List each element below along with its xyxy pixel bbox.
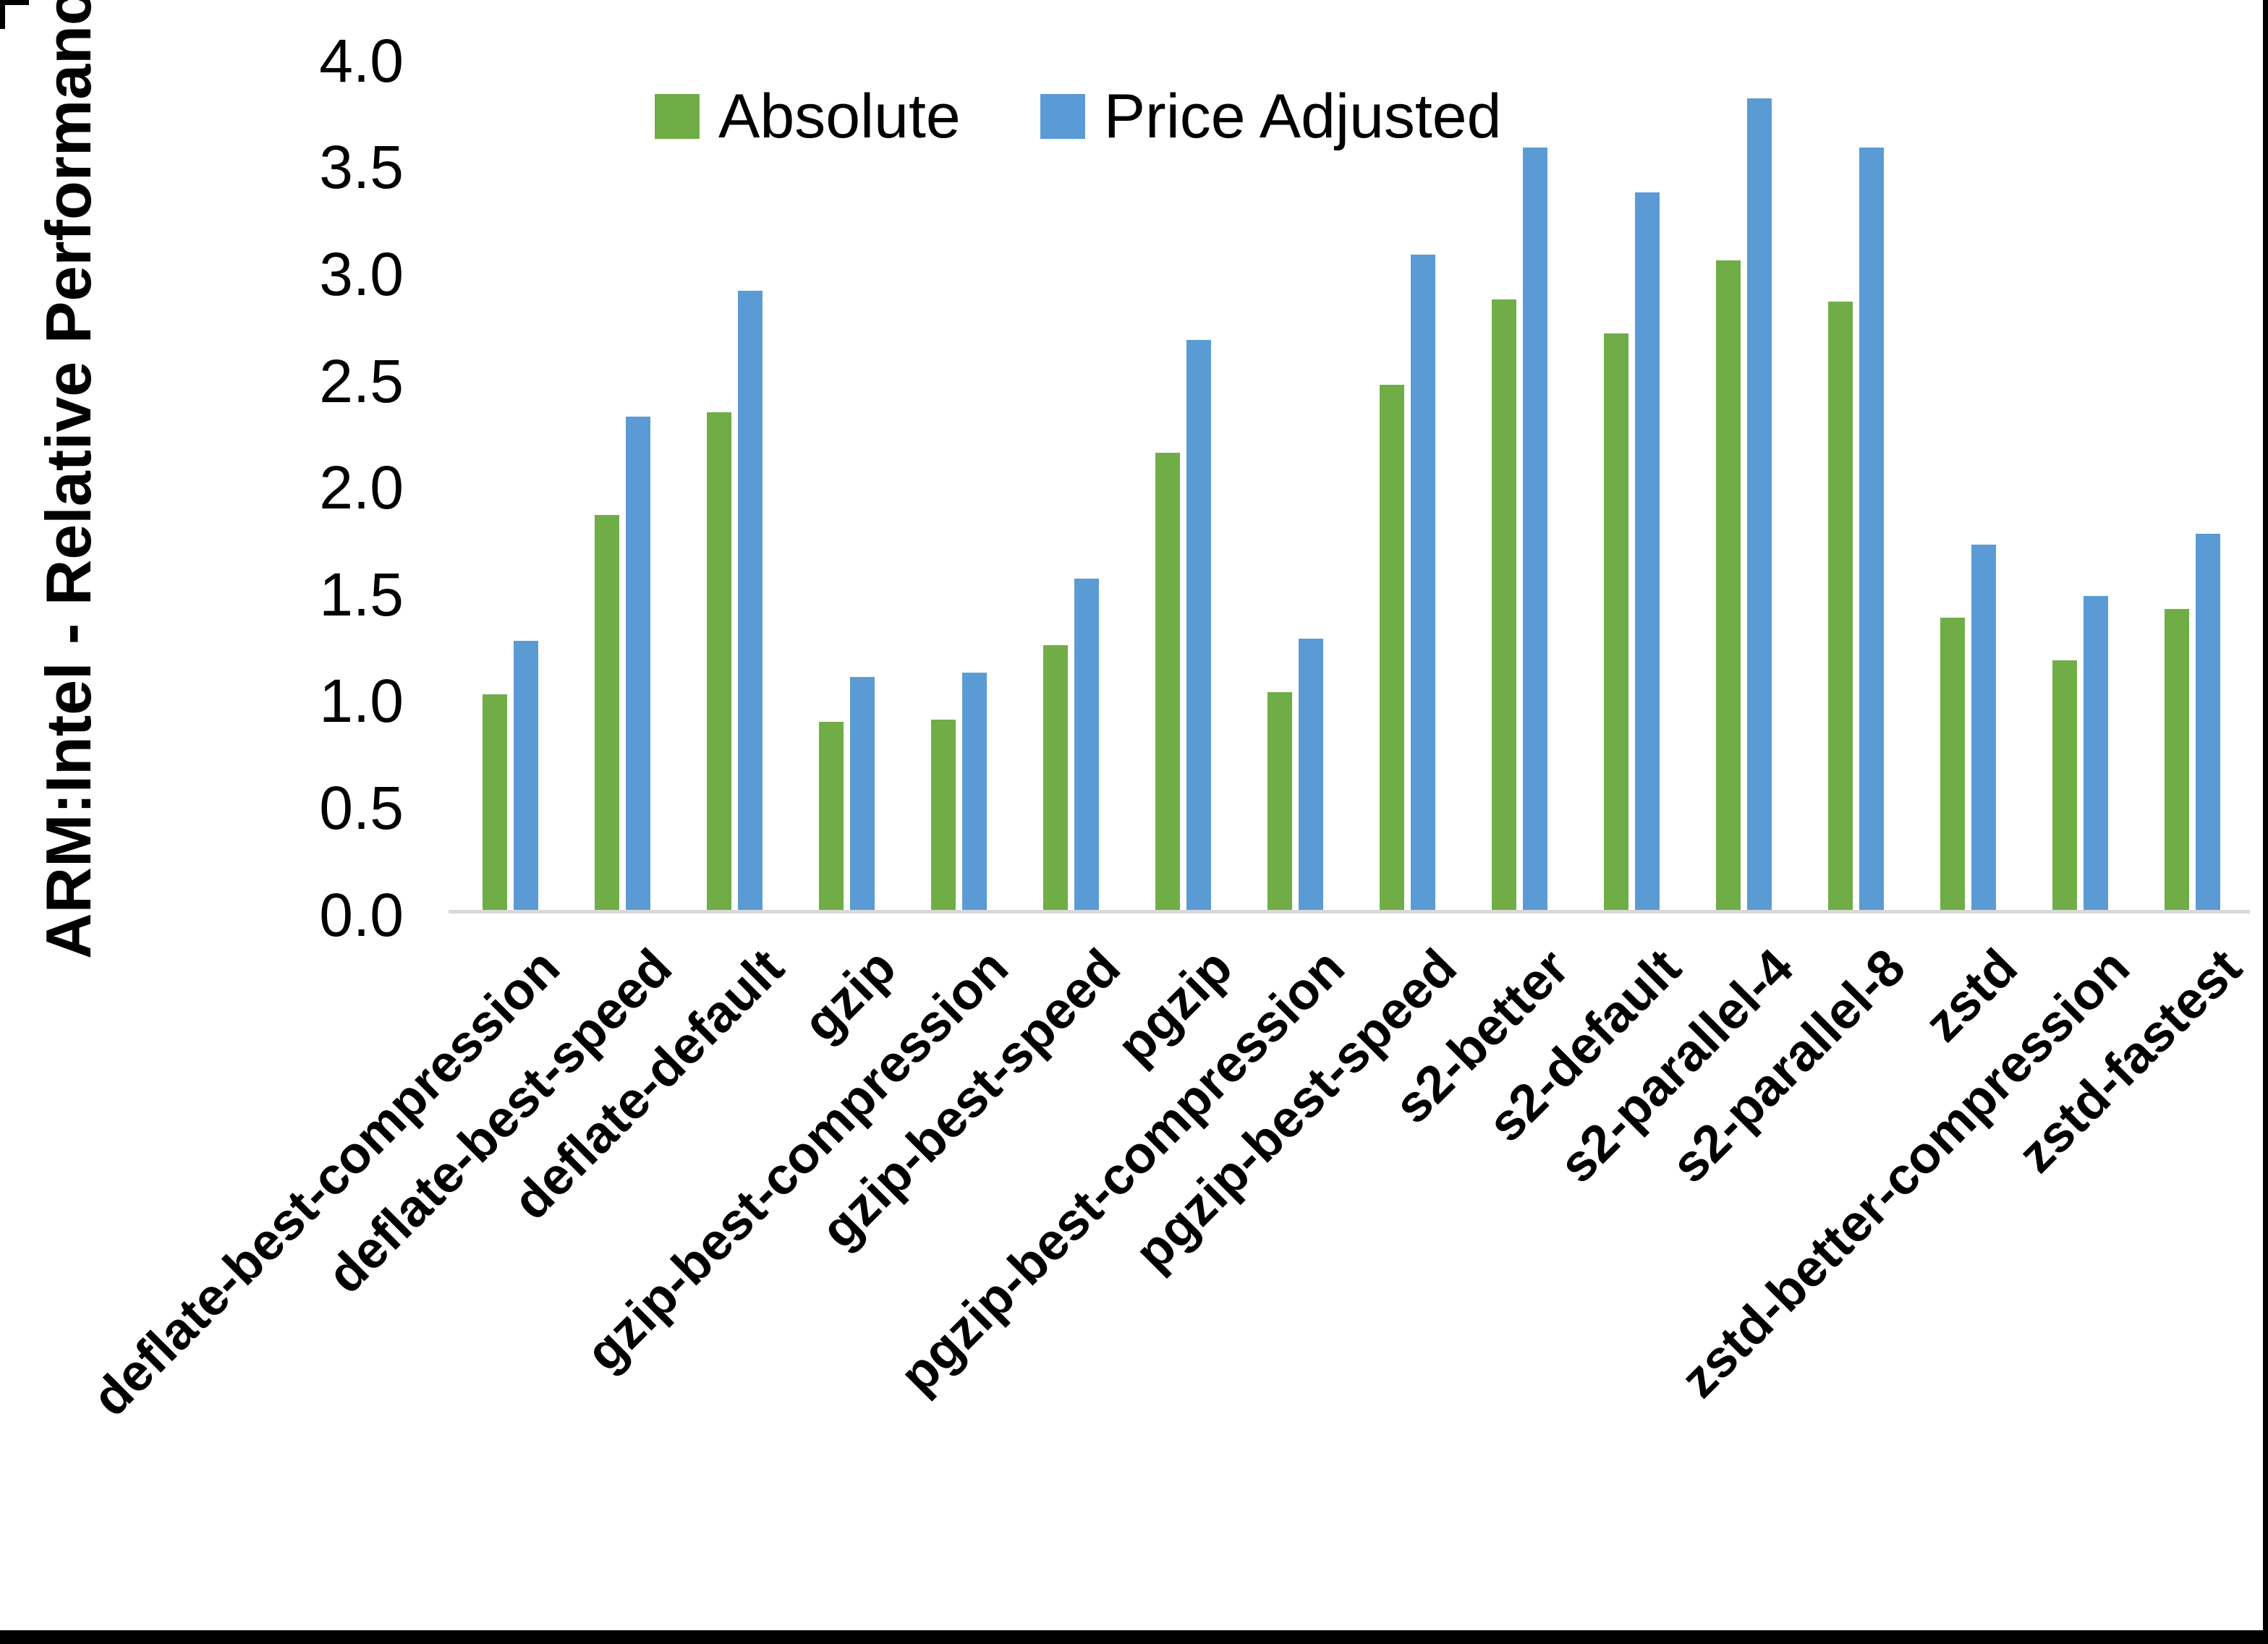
bar-s2-better-price-adjusted bbox=[1523, 147, 1547, 910]
bar-gzip-best-compression-price-adjusted bbox=[962, 673, 987, 910]
bar-deflate-best-compression-price-adjusted bbox=[514, 640, 538, 910]
bar-deflate-best-compression-absolute bbox=[483, 694, 507, 910]
bar-s2-parallel-4-price-adjusted bbox=[1747, 98, 1772, 910]
bar-gzip-absolute bbox=[819, 722, 844, 910]
bar-zstd-fastest-price-adjusted bbox=[2196, 534, 2220, 910]
border-bottom bbox=[0, 1630, 2268, 1644]
bar-s2-parallel-8-absolute bbox=[1828, 301, 1853, 910]
bar-zstd-better-compression-price-adjusted bbox=[2084, 595, 2108, 910]
legend: Absolute Price Adjusted bbox=[655, 85, 1501, 148]
x-category-label-deflate-best-compression: deflate-best-compression bbox=[81, 938, 571, 1428]
bar-s2-better-absolute bbox=[1492, 299, 1516, 910]
bar-pgzip-absolute bbox=[1155, 453, 1180, 910]
y-tick-label-3.5: 3.5 bbox=[319, 133, 404, 202]
bar-deflate-best-speed-price-adjusted bbox=[626, 416, 650, 910]
y-tick-label-4.0: 4.0 bbox=[319, 26, 404, 95]
y-tick-label-1.0: 1.0 bbox=[319, 667, 404, 736]
bar-s2-default-absolute bbox=[1604, 333, 1628, 910]
bar-pgzip-best-speed-price-adjusted bbox=[1411, 254, 1435, 910]
bar-pgzip-price-adjusted bbox=[1186, 339, 1211, 910]
bar-pgzip-best-compression-absolute bbox=[1267, 691, 1292, 910]
x-axis-line bbox=[449, 910, 2250, 913]
bar-gzip-best-compression-absolute bbox=[931, 720, 956, 910]
bar-zstd-better-compression-absolute bbox=[2052, 660, 2077, 910]
y-tick-label-0.5: 0.5 bbox=[319, 774, 404, 843]
y-tick-label-2.0: 2.0 bbox=[319, 453, 404, 522]
y-tick-label-1.5: 1.5 bbox=[319, 560, 404, 629]
bar-s2-parallel-4-absolute bbox=[1716, 260, 1741, 910]
border-top-left-corner-v bbox=[0, 0, 5, 29]
y-tick-label-2.5: 2.5 bbox=[319, 346, 404, 415]
legend-swatch-icon bbox=[655, 94, 700, 139]
bar-zstd-price-adjusted bbox=[1971, 545, 1996, 910]
bar-gzip-price-adjusted bbox=[850, 677, 875, 910]
bar-gzip-best-speed-absolute bbox=[1043, 644, 1068, 910]
legend-item-absolute: Absolute bbox=[655, 85, 961, 148]
legend-label: Price Adjusted bbox=[1103, 82, 1502, 151]
y-axis-title: ARM:Intel - Relative Performance bbox=[33, 0, 104, 959]
bar-zstd-absolute bbox=[1940, 617, 1965, 910]
y-tick-label-3.0: 3.0 bbox=[319, 239, 404, 308]
bar-gzip-best-speed-price-adjusted bbox=[1074, 579, 1099, 910]
bar-deflate-default-absolute bbox=[707, 412, 731, 910]
border-top-left-corner-h bbox=[0, 0, 29, 5]
legend-item-price-adjusted: Price Adjusted bbox=[1040, 82, 1502, 151]
y-tick-label-0.0: 0.0 bbox=[319, 880, 404, 949]
bar-deflate-best-speed-absolute bbox=[595, 514, 619, 910]
bar-pgzip-best-speed-absolute bbox=[1380, 384, 1404, 910]
bar-deflate-default-price-adjusted bbox=[738, 290, 763, 910]
bar-pgzip-best-compression-price-adjusted bbox=[1299, 639, 1323, 910]
border-right bbox=[2263, 0, 2268, 1644]
bar-zstd-fastest-absolute bbox=[2165, 608, 2189, 910]
bar-s2-default-price-adjusted bbox=[1635, 192, 1660, 910]
bar-s2-parallel-8-price-adjusted bbox=[1859, 147, 1884, 910]
legend-swatch-icon bbox=[1040, 94, 1085, 139]
legend-label: Absolute bbox=[718, 82, 961, 151]
